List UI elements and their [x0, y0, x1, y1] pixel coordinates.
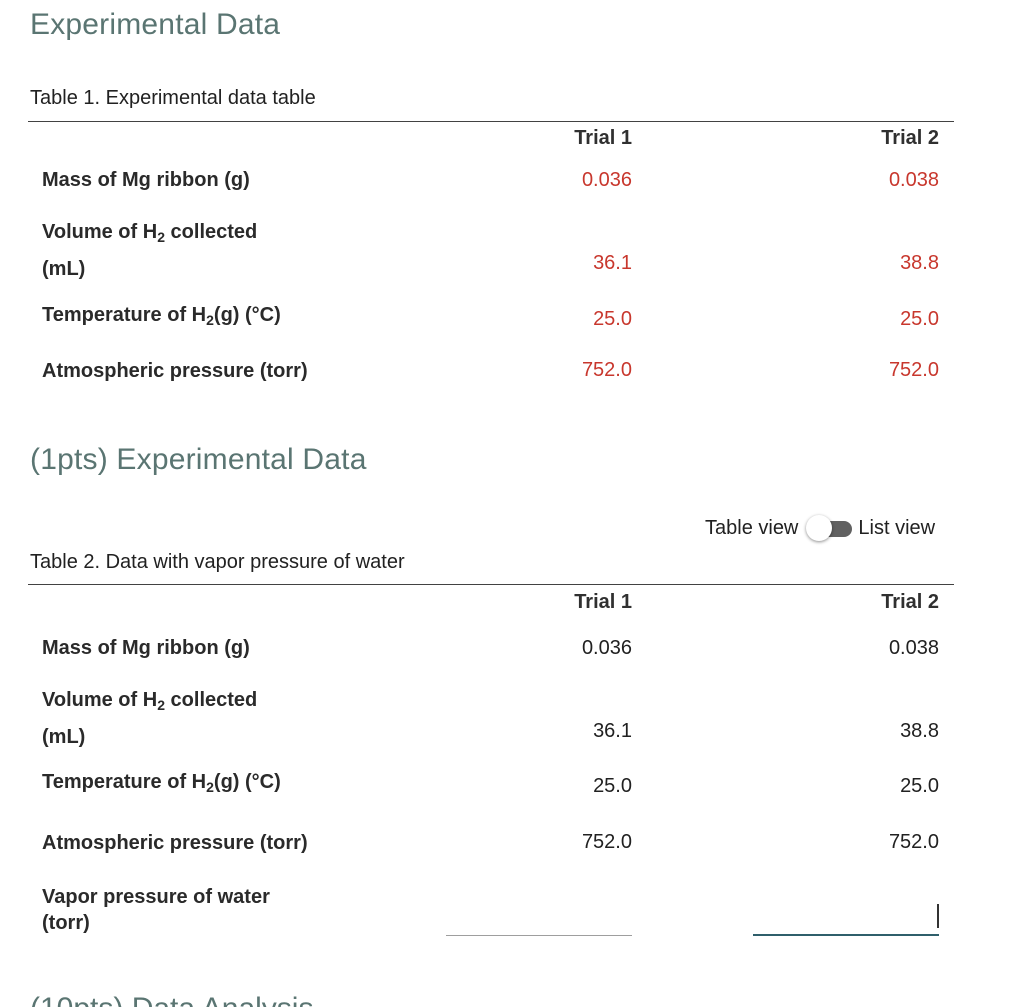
table1-cell-temperature-trial2: 25.0 [900, 308, 939, 330]
toggle-label-list-view[interactable]: List view [858, 516, 936, 539]
vapor-pressure-trial2-input[interactable] [753, 900, 939, 936]
table2-cell-volume-trial1: 36.1 [593, 720, 632, 742]
table-list-view-toggle[interactable] [806, 515, 853, 541]
table1-cell-volume-trial1: 36.1 [593, 252, 632, 274]
table1-row-label-volume: Volume of H2 collected (mL) [42, 221, 258, 280]
table2-row-label-temperature: Temperature of H2(g) (°C) [42, 771, 281, 795]
table2-header-trial1: Trial 1 [574, 591, 632, 613]
table2-cell-mass-trial2: 0.038 [888, 637, 939, 659]
table1-row-label-pressure: Atmospheric pressure (torr) [42, 360, 308, 382]
table1-row-label-temperature: Temperature of H2(g) (°C) [42, 304, 281, 328]
table2-cell-volume-trial2: 38.8 [900, 720, 939, 742]
table2-cell-mass-trial1: 0.036 [581, 637, 632, 659]
table2-caption: Table 2. Data with vapor pressure of wat… [30, 551, 405, 573]
table2-row-label-pressure: Atmospheric pressure (torr) [42, 832, 308, 854]
table2-top-rule [28, 584, 954, 585]
table1-top-rule [28, 121, 954, 122]
table1-caption: Table 1. Experimental data table [30, 87, 316, 109]
toggle-knob[interactable] [806, 515, 833, 541]
section-heading-experimental-data: Experimental Data [30, 8, 281, 41]
table2-row-label-vapor-pressure: Vapor pressure of water (torr) [42, 886, 270, 934]
table2-row-label-mass: Mass of Mg ribbon (g) [42, 637, 250, 659]
vapor-pressure-trial1-input[interactable] [446, 900, 632, 936]
toggle-label-table-view[interactable]: Table view [705, 516, 799, 539]
section-heading-data-analysis: (10pts) Data Analysis [30, 992, 313, 1007]
table2-cell-temperature-trial1: 25.0 [593, 775, 632, 797]
table2-cell-temperature-trial2: 25.0 [900, 775, 939, 797]
table1-cell-mass-trial1: 0.036 [581, 169, 632, 191]
table1-header-trial2: Trial 2 [881, 127, 939, 149]
table1-cell-pressure-trial2: 752.0 [888, 359, 939, 381]
section-heading-1pts-experimental-data: (1pts) Experimental Data [30, 443, 367, 476]
table2-header-trial2: Trial 2 [881, 591, 939, 613]
table1-cell-pressure-trial1: 752.0 [581, 359, 632, 381]
table1-header-trial1: Trial 1 [574, 127, 632, 149]
view-toggle-group: Table view List view [705, 513, 935, 543]
table1-row-label-mass: Mass of Mg ribbon (g) [42, 169, 250, 191]
table1-cell-temperature-trial1: 25.0 [593, 308, 632, 330]
table2-row-label-volume: Volume of H2 collected (mL) [42, 689, 258, 748]
table1-cell-mass-trial2: 0.038 [888, 169, 939, 191]
table1-cell-volume-trial2: 38.8 [900, 252, 939, 274]
table2-cell-pressure-trial1: 752.0 [581, 831, 632, 853]
table2-cell-pressure-trial2: 752.0 [888, 831, 939, 853]
text-caret [937, 904, 939, 928]
section-heading-data-analysis-clipped: (10pts) Data Analysis [30, 990, 430, 1007]
